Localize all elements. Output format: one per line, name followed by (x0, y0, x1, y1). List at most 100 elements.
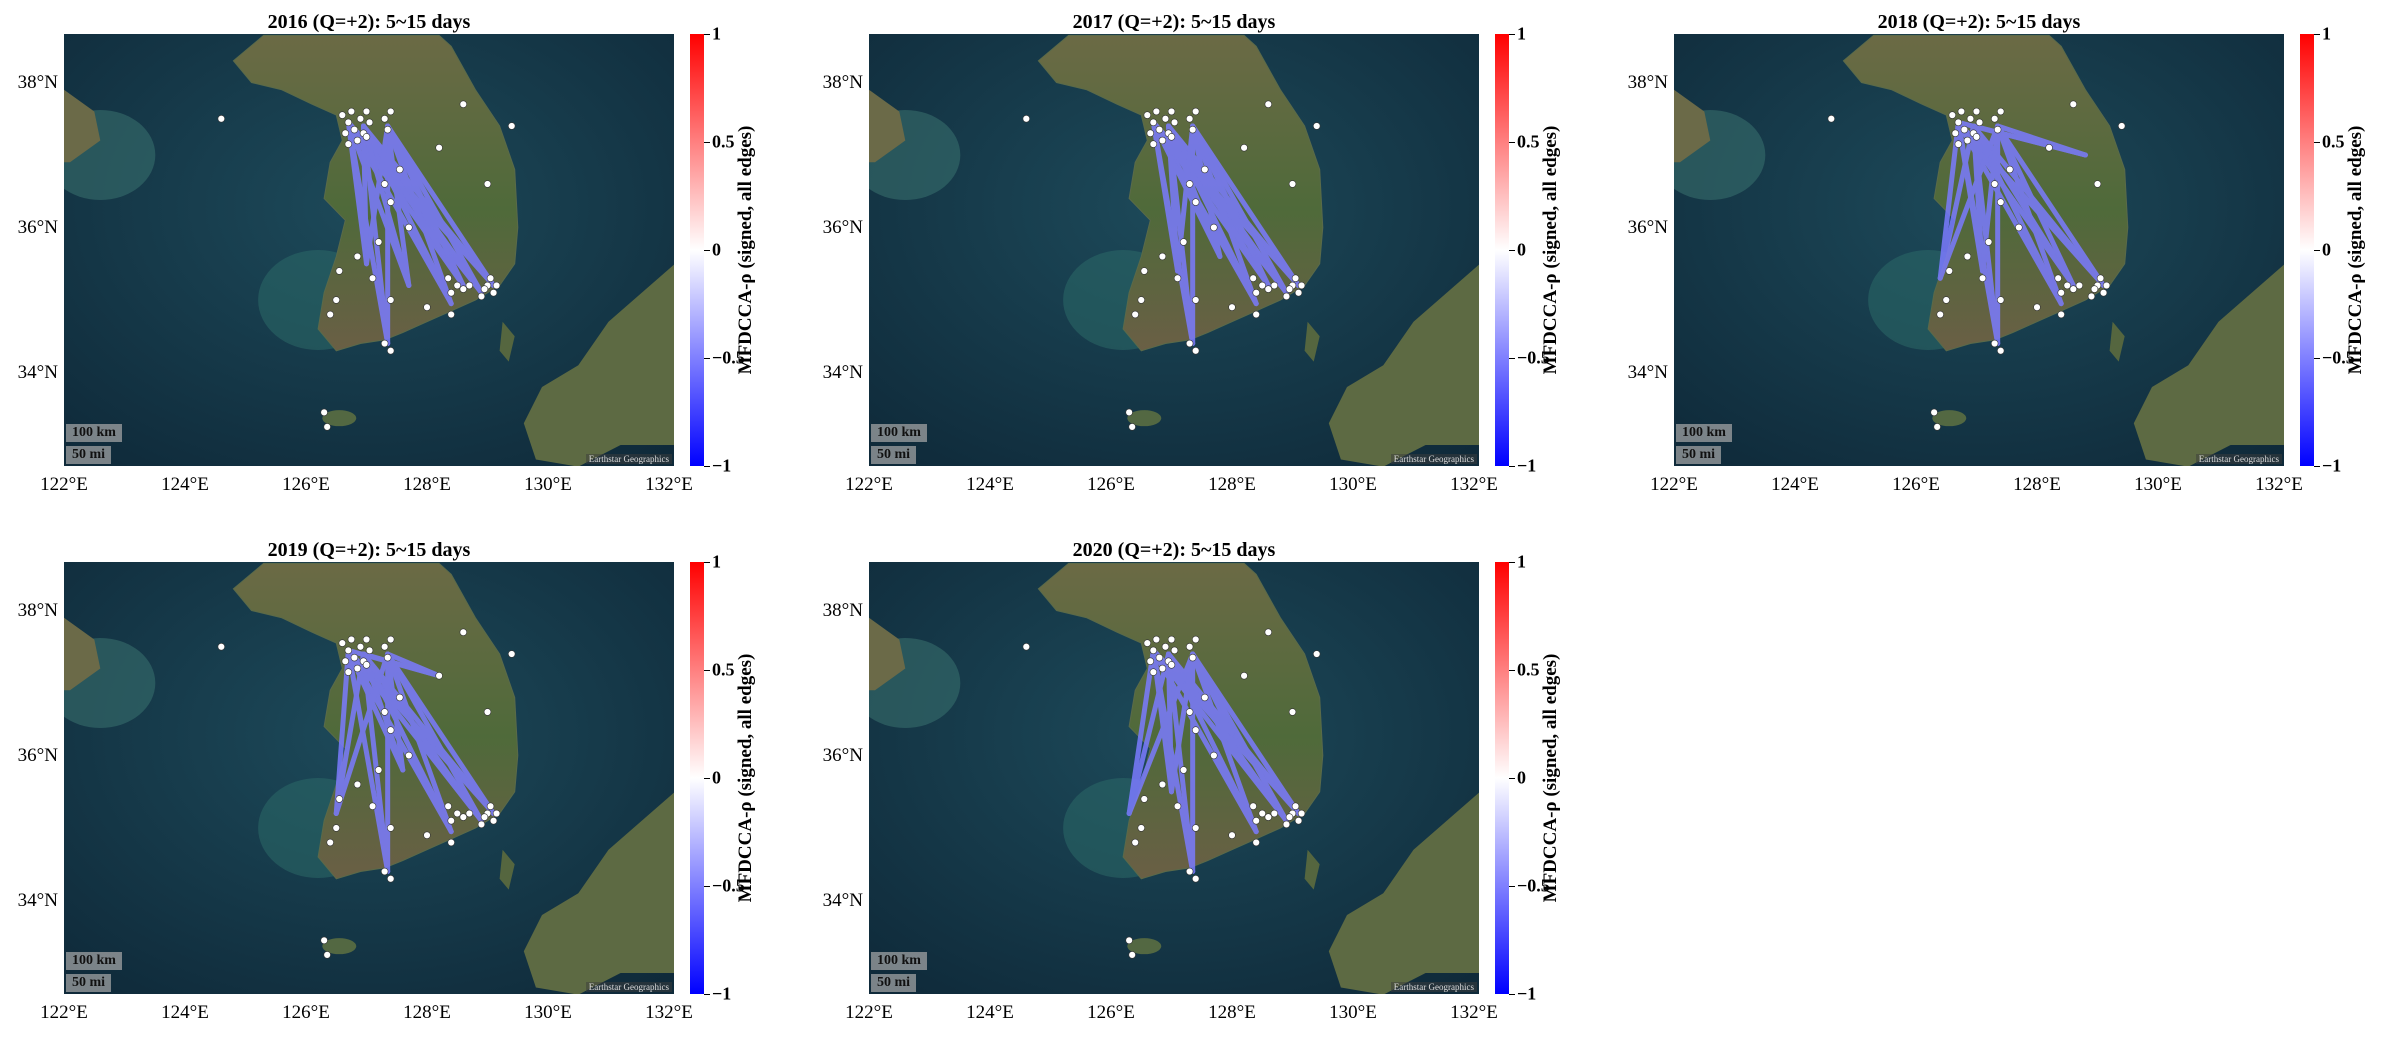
correlation-edge (1165, 123, 1271, 288)
station-marker (2102, 281, 2111, 290)
x-tick-label: 132°E (645, 474, 693, 495)
jeju-island (1127, 410, 1162, 427)
station-marker (459, 100, 467, 108)
station-marker (362, 107, 371, 116)
station-marker (1270, 809, 1279, 818)
station-marker (1249, 274, 1257, 282)
colorbar-tick-label: −1 (1517, 455, 1537, 476)
station-marker (1960, 125, 1969, 134)
scale-bar-km: 100 km (871, 952, 927, 970)
station-marker (423, 831, 431, 839)
station-marker (380, 708, 389, 716)
x-tick-label: 124°E (966, 1002, 1014, 1023)
station-marker (326, 310, 334, 319)
x-tick-label: 124°E (966, 474, 1014, 495)
station-marker (1185, 643, 1194, 651)
station-marker (1022, 115, 1031, 123)
station-marker (1313, 650, 1321, 658)
station-marker (1188, 653, 1197, 662)
y-tick-label: 34°N (822, 889, 863, 911)
map-area[interactable]: 100 km 50 mi Earthstar Geographics 38°N 36°N… (823, 562, 1498, 1023)
x-tick-label: 122°E (1650, 474, 1698, 495)
station-marker (1149, 118, 1158, 127)
station-marker (2015, 223, 2023, 232)
station-marker (1170, 118, 1179, 127)
colorbar-tick-mark (1509, 358, 1515, 359)
colorbar-tick-label: −0.5 (712, 347, 745, 368)
station-marker (1161, 115, 1170, 123)
map-panel-2016: 2016 (Q=+2): 5~15 days 100 km 50 mi Earths… (0, 10, 760, 510)
station-marker (341, 129, 350, 137)
station-marker (1149, 646, 1158, 655)
station-marker (1192, 347, 1200, 355)
station-marker (335, 795, 343, 803)
station-marker (344, 646, 353, 655)
station-marker (477, 292, 486, 301)
station-marker (1210, 751, 1218, 760)
correlation-edge (385, 123, 454, 307)
station-marker (1128, 423, 1136, 431)
station-marker (486, 802, 495, 810)
station-marker (387, 875, 395, 883)
correlation-edge (1980, 123, 2001, 274)
station-marker (508, 650, 516, 658)
station-marker (387, 347, 395, 355)
station-marker (1264, 100, 1272, 108)
correlation-edge (1937, 123, 1976, 281)
station-marker (387, 198, 395, 206)
y-tick-label: 34°N (1627, 361, 1668, 383)
colorbar-tick-mark (704, 466, 710, 467)
map-area[interactable]: 100 km 50 mi Earthstar Geographics 38°N 36°N… (1628, 34, 2303, 495)
x-tick-label: 128°E (1208, 1002, 1256, 1023)
station-marker (1930, 408, 1938, 417)
station-marker (1155, 653, 1164, 662)
colorbar-tick-label: −1 (2322, 455, 2342, 476)
colorbar-tick-mark (1509, 994, 1515, 995)
x-tick-label: 128°E (403, 1002, 451, 1023)
station-marker (1192, 875, 1200, 883)
station-marker (1954, 118, 1963, 127)
station-marker (332, 296, 340, 304)
station-marker (1948, 111, 1956, 119)
correlation-edge (360, 651, 484, 824)
station-marker (353, 136, 362, 145)
station-marker (387, 296, 395, 304)
kyushu-landmass (523, 264, 674, 466)
station-marker (2069, 100, 2077, 108)
station-marker (1149, 140, 1158, 148)
station-marker (1997, 198, 2005, 206)
station-marker (344, 118, 353, 127)
station-marker (2006, 165, 2014, 174)
station-marker (1137, 296, 1145, 304)
colorbar-tick-mark (704, 886, 710, 887)
panel-title: 2019 (Q=+2): 5~15 days (267, 539, 471, 561)
correlation-edge (1995, 123, 2107, 288)
station-marker (2069, 285, 2077, 293)
station-marker (453, 281, 461, 290)
map-area[interactable]: 100 km 50 mi Earthstar Geographics 38°N 36°N… (18, 34, 693, 495)
map-attribution: Earthstar Geographics (1390, 454, 1477, 464)
station-marker (492, 281, 501, 290)
station-marker (1993, 125, 2002, 134)
map-panel-2020: 2020 (Q=+2): 5~15 days 100 km 50 mi Earths… (805, 538, 1565, 1038)
station-marker (332, 824, 340, 832)
station-marker (405, 223, 413, 232)
station-marker (483, 708, 492, 716)
station-marker (489, 289, 498, 297)
station-marker (1140, 795, 1148, 803)
colorbar-label: MFDCCA-ρ (signed, all edges) (735, 125, 756, 375)
correlation-edge (1995, 123, 2076, 288)
station-marker (480, 285, 489, 293)
station-marker (447, 838, 455, 847)
station-marker (380, 867, 389, 876)
correlation-edge (385, 651, 484, 824)
map-area[interactable]: 100 km 50 mi Earthstar Geographics 38°N 36°N… (18, 562, 693, 1023)
colorbar-tick-mark (704, 994, 710, 995)
map-area[interactable]: 100 km 50 mi Earthstar Geographics 38°N 36°N… (823, 34, 1498, 495)
shandong-landmass (869, 617, 906, 691)
station-marker (387, 107, 395, 116)
station-marker (1288, 708, 1297, 716)
correlation-edge (333, 651, 391, 816)
shandong-landmass (64, 617, 101, 691)
colorbar-tick-label: 1 (712, 551, 721, 572)
